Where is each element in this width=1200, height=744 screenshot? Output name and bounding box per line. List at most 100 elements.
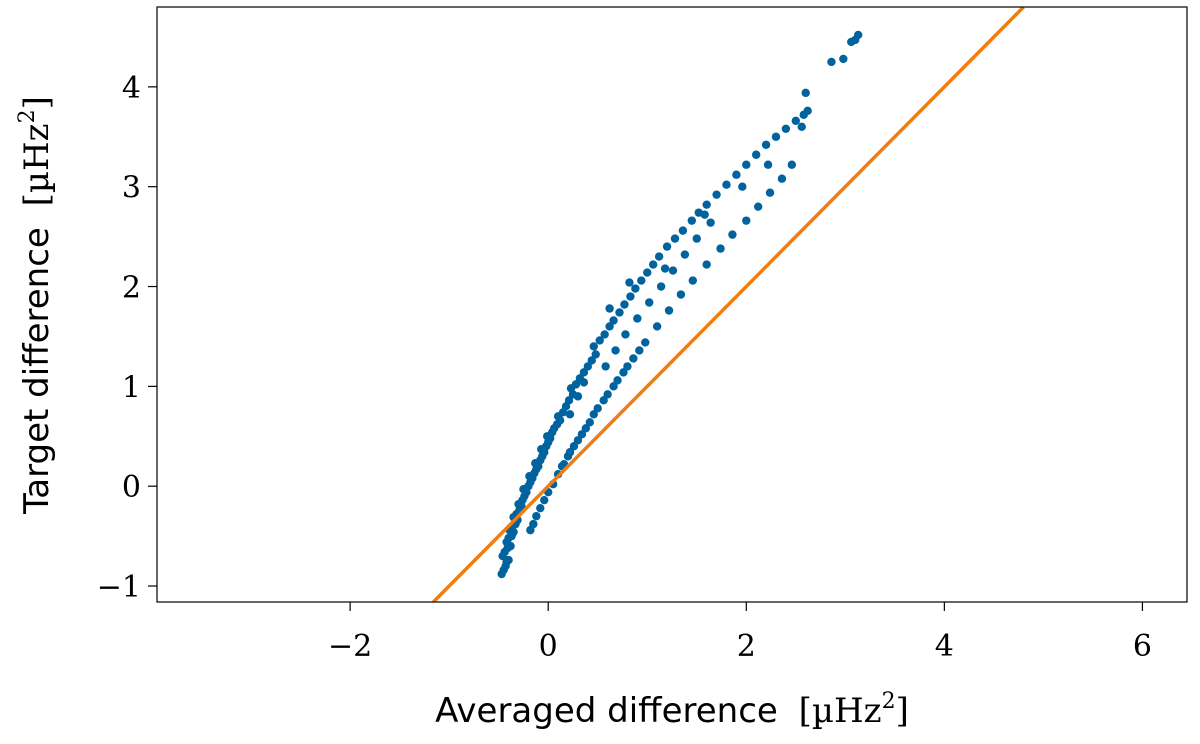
data-point xyxy=(573,392,583,401)
data-point xyxy=(722,180,731,189)
data-point xyxy=(613,376,622,385)
x-tick-label: 4 xyxy=(935,629,954,664)
data-point xyxy=(583,362,593,371)
data-point xyxy=(504,555,513,565)
data-point xyxy=(605,304,614,313)
data-point xyxy=(569,442,579,451)
data-point xyxy=(738,182,747,191)
data-point xyxy=(529,519,538,529)
data-point xyxy=(579,368,589,377)
data-point xyxy=(662,242,672,251)
data-point xyxy=(712,190,721,199)
data-point xyxy=(692,234,701,243)
y-tick-label: 0 xyxy=(122,470,141,505)
y-tick-label: 1 xyxy=(122,370,141,405)
data-point xyxy=(664,306,674,315)
y-tick-label: 4 xyxy=(122,71,141,106)
x-tick-label: 2 xyxy=(737,629,756,664)
x-axis-title: Averaged difference [µHz2] xyxy=(435,689,909,731)
data-point xyxy=(668,266,678,275)
reference-line xyxy=(432,7,1025,602)
data-point xyxy=(702,200,711,209)
plot-marks xyxy=(432,7,1025,602)
data-point xyxy=(680,250,690,259)
data-point xyxy=(706,218,715,227)
data-point xyxy=(605,322,614,331)
data-point xyxy=(593,404,602,413)
y-axis-title: Target difference [µHz2] xyxy=(15,96,57,515)
y-tick-label: −1 xyxy=(97,570,141,605)
data-point xyxy=(763,160,773,169)
data-point xyxy=(565,410,575,419)
data-point xyxy=(589,410,598,419)
data-point xyxy=(765,188,775,197)
data-point xyxy=(573,436,583,445)
data-point xyxy=(609,316,618,325)
data-point xyxy=(643,268,652,277)
data-point xyxy=(603,390,612,399)
data-point xyxy=(732,170,741,179)
data-point xyxy=(716,244,725,253)
data-point xyxy=(585,418,594,427)
data-point xyxy=(670,234,680,243)
data-point xyxy=(540,495,549,505)
data-point xyxy=(781,124,791,133)
data-point xyxy=(577,430,587,439)
data-point xyxy=(839,54,848,64)
data-point xyxy=(660,264,670,273)
data-point xyxy=(637,276,646,285)
data-point xyxy=(787,160,797,169)
data-point xyxy=(797,122,806,131)
data-point xyxy=(621,330,630,339)
x-tick-label: −2 xyxy=(328,629,372,664)
data-point xyxy=(532,511,541,521)
data-point xyxy=(803,106,812,116)
data-point xyxy=(571,380,581,389)
data-point xyxy=(564,396,574,405)
data-point xyxy=(611,346,620,355)
data-point xyxy=(587,356,596,365)
data-point xyxy=(853,30,863,40)
data-point xyxy=(620,300,629,309)
data-point xyxy=(654,252,664,261)
y-axis: −1 0 1 2 3 4 xyxy=(97,71,157,605)
data-point xyxy=(771,132,781,141)
data-point xyxy=(626,292,635,301)
data-point xyxy=(619,368,628,377)
data-point xyxy=(648,260,658,269)
x-axis: −2 0 2 4 6 xyxy=(328,602,1152,664)
data-point xyxy=(615,308,624,317)
data-point xyxy=(777,174,787,183)
data-point xyxy=(761,140,771,149)
data-point xyxy=(676,290,686,299)
data-point xyxy=(728,230,737,239)
data-point xyxy=(625,278,634,287)
data-point xyxy=(645,298,654,307)
data-point xyxy=(753,202,763,211)
data-point xyxy=(688,276,697,285)
data-point xyxy=(652,322,662,331)
data-point xyxy=(751,150,761,159)
data-point xyxy=(589,342,598,351)
data-point xyxy=(536,503,545,513)
data-point xyxy=(678,226,688,235)
x-tick-label: 6 xyxy=(1133,629,1152,664)
data-point xyxy=(791,116,800,126)
data-point xyxy=(600,330,609,339)
data-point xyxy=(742,216,751,225)
data-point xyxy=(702,260,711,269)
data-point xyxy=(801,88,810,98)
data-point xyxy=(656,282,666,291)
data-point xyxy=(631,284,640,293)
data-point xyxy=(641,338,650,347)
data-point xyxy=(579,378,589,387)
data-point xyxy=(635,346,644,355)
plot-frame xyxy=(156,6,1188,603)
data-point xyxy=(563,452,573,461)
data-point xyxy=(591,350,600,359)
data-point xyxy=(609,382,618,391)
data-point xyxy=(700,210,709,219)
y-tick-label: 2 xyxy=(122,271,141,306)
x-tick-label: 0 xyxy=(539,629,558,664)
